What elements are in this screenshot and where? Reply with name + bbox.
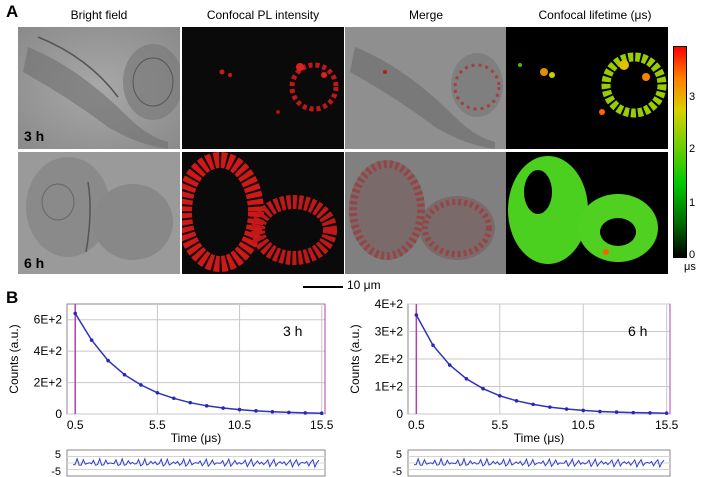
residual-tick-top: 5 (55, 449, 61, 461)
data-point (254, 409, 258, 413)
data-point (648, 411, 652, 415)
merge-image-6h (345, 152, 507, 274)
x-tick-label: 0.5 (67, 418, 84, 432)
scale-bar-label: 10 μm (347, 278, 381, 292)
data-point (204, 404, 209, 408)
y-tick-label: 4E+2 (34, 344, 63, 358)
bright-field-image-6h (18, 152, 180, 274)
data-point (106, 358, 110, 363)
data-point (414, 313, 419, 317)
x-axis-label: Time (μs) (171, 431, 221, 445)
panel-b-letter: B (6, 288, 19, 307)
plot-frame (66, 303, 326, 415)
x-axis-label: Time (μs) (514, 431, 564, 445)
data-point (319, 411, 324, 416)
x-tick-label: 10.5 (228, 418, 252, 432)
y-tick-label: 0 (55, 407, 62, 421)
lifetime-image-3h (506, 27, 668, 149)
decay-plot-6h: 0.5 5.5 10.5 15.5 0 1E+2 2E+2 3E+2 4E+2 6 h Time (… (348, 297, 679, 477)
data-point (287, 410, 291, 415)
colorbar-tick-2: 2 (689, 143, 696, 155)
data-point (139, 383, 143, 387)
data-point (221, 406, 225, 410)
column-title-lifetime: Confocal lifetime (μs) (538, 8, 652, 22)
column-title-bright-field: Bright field (70, 8, 128, 22)
data-point (481, 386, 485, 391)
bright-field-image-3h (18, 27, 180, 149)
data-point (303, 411, 308, 415)
data-point (598, 409, 602, 414)
y-tick-label: 2E+2 (34, 376, 63, 390)
y-tick-label: 6E+2 (34, 313, 63, 327)
y-tick-label: 1E+2 (375, 380, 404, 394)
y-tick-label: 3E+2 (375, 325, 404, 339)
data-point (89, 338, 94, 342)
data-point (564, 407, 569, 411)
y-axis-label: Counts (a.u.) (348, 324, 362, 393)
residual-tick-top: 5 (396, 449, 402, 461)
plot-title: 3 h (283, 323, 302, 339)
y-tick-label: 2E+2 (375, 352, 404, 366)
row-label-3h: 3 h (24, 128, 45, 144)
x-tick-label: 0.5 (408, 418, 425, 432)
data-point (614, 410, 619, 414)
y-tick-label: 4E+2 (375, 297, 404, 311)
residual-tick-bottom: -5 (51, 466, 61, 477)
column-title-merge: Merge (408, 8, 443, 22)
colorbar-tick-0: 0 (689, 249, 696, 261)
data-point (464, 377, 469, 381)
decay-curve (74, 313, 322, 414)
x-tick-label: 5.5 (149, 418, 166, 432)
data-point (631, 410, 636, 415)
lifetime-image-6h (506, 152, 668, 274)
x-tick-label: 5.5 (491, 418, 508, 432)
y-tick-label: 0 (396, 407, 403, 421)
data-point (155, 390, 160, 395)
data-point (548, 405, 552, 409)
residual-trace (413, 457, 665, 469)
data-point (73, 311, 78, 316)
data-point (270, 410, 275, 414)
scale-bar (303, 286, 343, 288)
data-point (514, 399, 519, 403)
data-point (237, 407, 242, 412)
colorbar-tick-1: 1 (689, 197, 696, 209)
residual-tick-bottom: -5 (392, 466, 402, 477)
plot-title: 6 h (628, 323, 647, 339)
data-point (497, 394, 502, 398)
lifetime-colorbar (673, 46, 687, 258)
data-point (172, 396, 176, 401)
data-point (431, 343, 435, 348)
pl-intensity-image-3h (182, 27, 344, 149)
panel-a-letter: A (6, 2, 19, 21)
y-axis-label: Counts (a.u.) (7, 324, 21, 393)
x-tick-label: 15.5 (310, 418, 334, 432)
colorbar-unit: μs (684, 261, 696, 273)
data-point (581, 408, 586, 413)
data-point (122, 372, 127, 377)
pl-intensity-image-6h (182, 152, 344, 274)
data-point (664, 411, 669, 415)
colorbar-tick-3: 3 (689, 91, 696, 103)
data-point (531, 402, 535, 407)
column-title-pl-intensity: Confocal PL intensity (206, 8, 320, 22)
residual-trace (72, 457, 320, 469)
decay-curve (415, 314, 667, 414)
merge-image-3h (345, 27, 507, 149)
row-label-6h: 6 h (24, 255, 45, 271)
data-point (188, 400, 193, 405)
decay-plot-3h: 0.5 5.5 10.5 15.5 0 2E+2 4E+2 6E+2 3 h Time (μs) C… (7, 303, 334, 477)
data-point (447, 363, 452, 367)
x-tick-label: 10.5 (572, 418, 596, 432)
x-tick-label: 15.5 (655, 418, 679, 432)
